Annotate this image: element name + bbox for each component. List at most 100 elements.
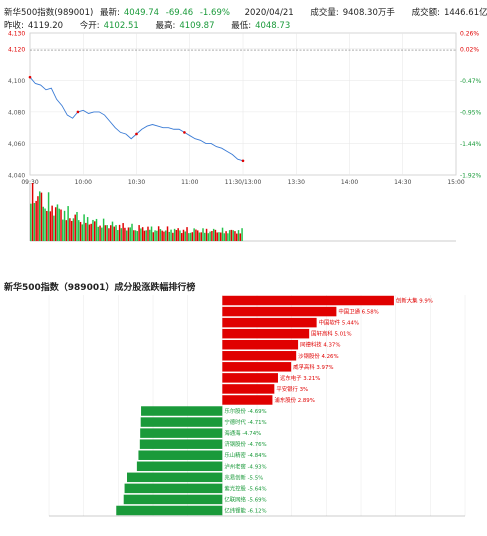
ranking-bar — [222, 351, 297, 361]
volume-bar — [95, 218, 98, 241]
volume-bar — [33, 203, 36, 241]
ranking-bar — [222, 295, 394, 306]
volume-bar — [72, 218, 75, 241]
y-tick-label-left: 4,060 — [8, 141, 25, 148]
ranking-chart: 创新大集 9.9% 中国卫通 6.58% 中国软件 5.44% 国轩高科 5.01% 同… — [48, 295, 466, 517]
ranking-bar — [124, 483, 223, 494]
volume-bar — [189, 232, 192, 241]
volume-bar — [140, 228, 142, 241]
change-pct-value: -1.69% — [199, 8, 230, 18]
volume-bar — [209, 231, 211, 241]
volume-bar — [228, 230, 231, 241]
ranking-bar-label: 乐山精密 -4.84% — [224, 451, 266, 459]
volume-bar — [182, 229, 185, 241]
volume-bar — [136, 231, 139, 241]
y-tick-label-right: 0.26% — [460, 31, 479, 38]
ranking-bar-label: 沙钢股份 4.26% — [298, 352, 338, 360]
volume-bar — [184, 231, 186, 241]
volume-bar — [38, 191, 41, 241]
volume-bar — [202, 228, 204, 241]
x-tick-label: 11:30/13:00 — [225, 179, 262, 186]
volume-bar — [86, 217, 89, 241]
volume-bar — [221, 227, 224, 241]
volume-bar — [62, 219, 64, 241]
volume-bar — [170, 229, 172, 241]
volume-bar — [88, 224, 91, 241]
volume-bar — [163, 231, 165, 241]
volume-bar — [150, 226, 153, 241]
volume-bar — [165, 230, 167, 241]
volume-bar — [177, 228, 179, 241]
volume-bar — [37, 196, 39, 241]
ranking-bar-label: 紫光控股 -5.64% — [224, 484, 266, 492]
ranking-bar-label: 威孚高科 3.97% — [293, 363, 333, 371]
quote-header-row1: 新华500指数(989001) 最新: 4049.74 -69.46 -1.69%… — [4, 6, 487, 18]
volume-bar — [157, 226, 160, 241]
volume-bar — [166, 226, 169, 241]
volume-bar — [42, 206, 44, 241]
x-tick-label: 14:30 — [394, 179, 411, 186]
volume-bar — [138, 225, 140, 241]
price-marker — [135, 132, 138, 136]
volume-bar — [85, 222, 87, 241]
volume-bar — [70, 220, 73, 241]
volume-bar — [195, 229, 197, 241]
volume-bar — [134, 230, 137, 241]
y-tick-label-right: -1.92% — [460, 173, 482, 180]
ranking-bar-label: 中国卫通 6.58% — [338, 308, 378, 316]
x-tick-label: 09:30 — [21, 179, 38, 186]
volume-bar — [159, 229, 162, 241]
volume-bar — [97, 226, 100, 241]
volume-bar — [218, 232, 220, 241]
volume-bar — [237, 230, 240, 241]
volume-bar — [99, 225, 101, 241]
high-label: 最高: — [155, 21, 176, 31]
volume-bar — [131, 223, 133, 241]
y-tick-label-left: 4,120 — [8, 46, 25, 53]
ranking-bar-label: 兆易创新 -5.5% — [224, 473, 263, 481]
y-tick-label-right: -1.44% — [460, 141, 482, 148]
ranking-bar-label: 泸州老窖 -4.93% — [224, 462, 266, 470]
ranking-bar-label: 乐尔股份 -4.69% — [224, 407, 266, 415]
ranking-bar — [141, 406, 223, 416]
volume-bar — [227, 233, 229, 241]
volume-bar — [54, 207, 57, 241]
ranking-bar — [116, 505, 223, 516]
volume-bar — [173, 228, 176, 241]
ranking-bar-label: 宁德时代 -4.71% — [224, 418, 266, 426]
volume-bar — [214, 229, 217, 241]
volume-bar — [118, 224, 121, 241]
volume-bar — [69, 218, 71, 241]
volume-bar — [53, 215, 55, 241]
volume-bar — [149, 229, 151, 241]
x-tick-label: 13:30 — [288, 179, 305, 186]
volume-bar — [40, 192, 43, 241]
volume-bar — [204, 232, 206, 241]
volume-bar — [236, 233, 238, 241]
volume-bar — [108, 228, 110, 241]
x-tick-label: 11:00 — [181, 179, 198, 186]
volume-bar — [113, 226, 115, 241]
volume-bar — [117, 230, 119, 241]
volume-bar — [239, 233, 242, 241]
y-tick-label-right: -0.95% — [460, 109, 482, 116]
volume-bar — [125, 230, 128, 241]
ranking-bar — [123, 494, 223, 505]
volume-bar — [65, 220, 68, 241]
volume-bar — [83, 214, 85, 241]
volume-bar — [115, 225, 117, 241]
amount-value: 1446.61亿 — [443, 8, 487, 18]
quote-date: 2020/04/21 — [244, 8, 294, 18]
ranking-bar — [222, 373, 278, 383]
ranking-bar — [127, 472, 223, 483]
volume-bar — [46, 210, 48, 241]
volume-bar — [44, 208, 46, 241]
volume-bar — [76, 211, 78, 241]
volume-bar — [141, 227, 144, 241]
volume-bar — [211, 231, 213, 241]
volume-bar — [147, 226, 149, 241]
y-tick-label-left: 4,130 — [8, 31, 25, 38]
price-marker — [241, 159, 245, 163]
volume-bar — [78, 220, 80, 241]
volume-bar — [196, 230, 199, 241]
